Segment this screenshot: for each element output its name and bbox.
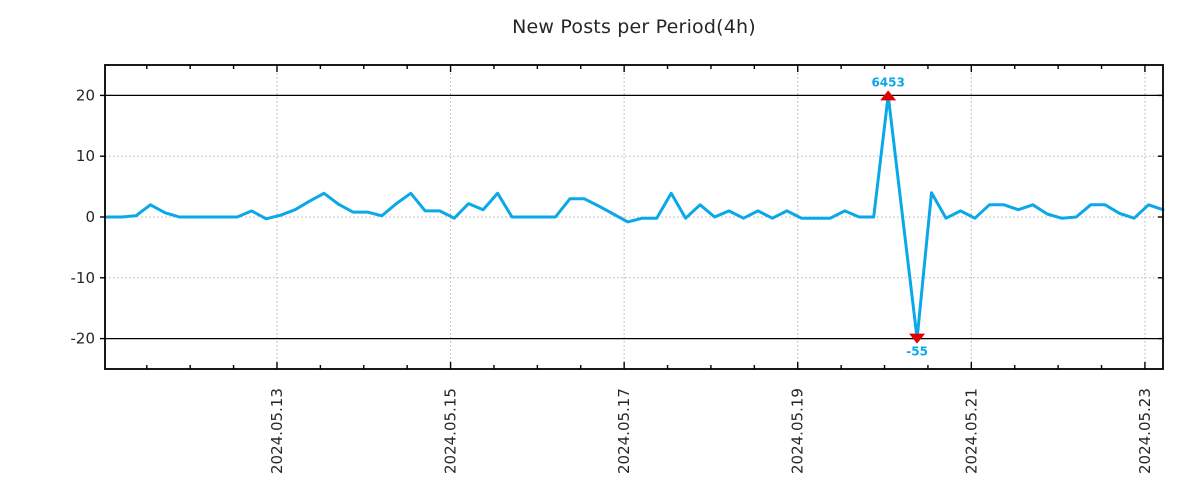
min-marker-triangle-down-icon [909, 333, 926, 344]
x-tick-label: 2024.05.21 [962, 388, 980, 474]
chart-title: New Posts per Period(4h) [512, 16, 756, 38]
x-tick-label: 2024.05.15 [442, 388, 460, 474]
data-series-line [105, 93, 1165, 341]
min-annotation: -55 [906, 345, 928, 359]
x-tick-label: 2024.05.17 [615, 388, 633, 474]
y-tick-label: 10 [76, 147, 95, 165]
y-tick-label: -10 [71, 269, 96, 287]
y-tick-label: 0 [85, 208, 95, 226]
max-marker-triangle-up-icon [880, 90, 897, 101]
y-tick-label: 20 [76, 86, 95, 104]
x-tick-label: 2024.05.13 [268, 388, 286, 474]
y-tick-label: -20 [71, 330, 96, 348]
max-annotation: 6453 [871, 75, 904, 89]
x-tick-label: 2024.05.23 [1136, 388, 1154, 474]
x-tick-label: 2024.05.19 [789, 388, 807, 474]
